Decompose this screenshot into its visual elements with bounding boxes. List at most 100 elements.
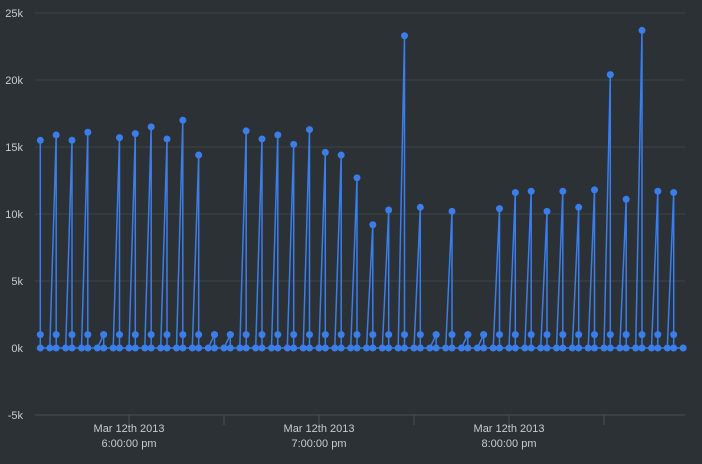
data-point [68, 344, 76, 352]
data-point [258, 344, 266, 352]
data-point [511, 189, 519, 197]
data-point [559, 187, 567, 195]
data-point [306, 331, 313, 339]
data-point [543, 344, 551, 352]
data-point [432, 331, 440, 339]
data-point [622, 195, 630, 203]
data-point [347, 344, 355, 352]
x-tick-label-date: Mar 12th 2013 [284, 423, 355, 435]
data-point [84, 344, 92, 352]
y-tick-label: 5k [11, 276, 23, 288]
data-point [606, 331, 614, 339]
data-point [401, 32, 408, 40]
data-point [337, 331, 345, 339]
data-point [648, 344, 655, 352]
data-point [195, 331, 203, 339]
data-point [416, 331, 424, 339]
data-point [226, 344, 234, 352]
data-point [131, 331, 139, 339]
data-point [442, 344, 450, 352]
data-point [480, 344, 488, 352]
data-point [46, 344, 54, 352]
data-point [36, 344, 44, 352]
data-point [505, 344, 513, 352]
data-point [226, 331, 234, 339]
data-point [606, 344, 614, 352]
x-axis: Mar 12th 2013 6:00:00 pm Mar 12th 2013 7:00… [94, 415, 605, 450]
data-point [68, 136, 76, 144]
data-point [242, 331, 250, 339]
x-tick-label-time: 6:00:00 pm [101, 438, 156, 450]
data-point [622, 344, 630, 352]
data-point [321, 344, 329, 352]
data-point [401, 331, 408, 339]
data-point [147, 123, 155, 131]
data-point [543, 331, 551, 339]
data-point [52, 331, 60, 339]
x-tick-label-date: Mar 12th 2013 [474, 423, 545, 435]
data-point [369, 331, 377, 339]
data-point [385, 331, 393, 339]
data-point [543, 207, 551, 215]
data-point [527, 331, 535, 339]
data-point [188, 344, 196, 352]
data-point [638, 26, 646, 34]
data-point [600, 344, 608, 352]
data-point [410, 344, 418, 352]
data-point [211, 331, 218, 339]
data-point [654, 331, 662, 339]
data-point [116, 344, 123, 352]
data-point [575, 203, 583, 211]
data-point [321, 148, 329, 156]
data-point [584, 344, 592, 352]
data-point [632, 344, 640, 352]
data-point [511, 331, 519, 339]
data-point [448, 207, 456, 215]
data-point [84, 331, 92, 339]
data-point [663, 344, 671, 352]
data-point [78, 344, 85, 352]
data-point [448, 344, 456, 352]
data-point [591, 331, 598, 339]
data-point [464, 344, 472, 352]
data-point [306, 126, 313, 134]
data-point [131, 130, 139, 138]
data-point [141, 344, 149, 352]
y-tick-label: 25k [5, 8, 23, 20]
data-point [258, 135, 266, 143]
data-point [591, 344, 598, 352]
data-point [622, 331, 630, 339]
x-tick-label-date: Mar 12th 2013 [94, 423, 165, 435]
data-point [378, 344, 386, 352]
data-point [464, 331, 472, 339]
data-point [195, 344, 203, 352]
data-point [163, 135, 171, 143]
data-point [401, 344, 408, 352]
data-point [496, 331, 503, 339]
data-point [274, 331, 282, 339]
data-point [204, 344, 212, 352]
data-point [290, 344, 298, 352]
data-point [670, 344, 678, 352]
data-point [268, 344, 275, 352]
data-point [575, 331, 583, 339]
data-point [670, 331, 678, 339]
data-point [100, 331, 108, 339]
data-point [173, 344, 180, 352]
data-point [290, 140, 298, 148]
data-point [116, 134, 123, 142]
data-point [496, 344, 503, 352]
data-point [654, 344, 662, 352]
data-point [211, 344, 218, 352]
y-tick-label: 10k [5, 209, 23, 221]
data-point [353, 174, 361, 182]
data-point [195, 151, 203, 159]
data-point [258, 331, 266, 339]
data-point [93, 344, 101, 352]
data-point [179, 331, 187, 339]
data-point [147, 331, 155, 339]
y-tick-label: 0k [11, 343, 23, 355]
data-point [527, 344, 535, 352]
data-point [337, 151, 345, 159]
